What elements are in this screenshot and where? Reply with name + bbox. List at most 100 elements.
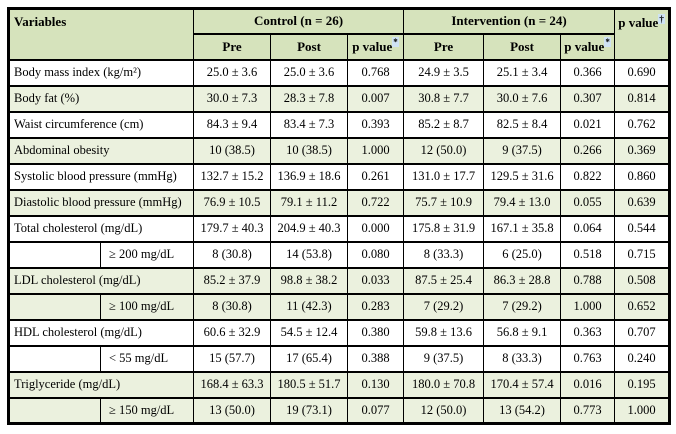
cell-value: 0.064 <box>560 214 616 243</box>
cell-value: 0.814 <box>614 84 671 113</box>
cell-value: 0.773 <box>560 396 616 425</box>
cell-value: 0.366 <box>560 58 616 87</box>
cell-value: 175.8 ± 31.9 <box>403 214 485 243</box>
cell-value: 30.8 ± 7.7 <box>403 84 485 113</box>
cell-value: 8 (33.3) <box>483 344 562 373</box>
table-row: LDL cholesterol (mg/dL) 85.2 ± 37.9 98.8 ±… <box>8 266 671 295</box>
intervention-group-header: Intervention (n = 24) <box>403 7 616 35</box>
cell-value: 13 (50.0) <box>193 396 271 425</box>
cell-value: 54.5 ± 12.4 <box>270 318 348 347</box>
cell-value: 17 (65.4) <box>270 344 348 373</box>
control-post-header: Post <box>270 32 348 61</box>
cell-value: 0.518 <box>560 240 616 269</box>
cell-value: 87.5 ± 25.4 <box>403 266 485 295</box>
row-label-spacer <box>8 292 101 321</box>
cell-value: 86.3 ± 28.8 <box>483 266 562 295</box>
cell-value: 129.5 ± 31.6 <box>483 162 562 191</box>
cell-value: 13 (54.2) <box>483 396 562 425</box>
cell-value: 75.7 ± 10.9 <box>403 188 485 217</box>
cell-value: 12 (50.0) <box>403 136 485 165</box>
row-label: Triglyceride (mg/dL) <box>8 370 194 399</box>
cell-value: 14 (53.8) <box>270 240 348 269</box>
cell-value: 1.000 <box>346 136 405 165</box>
cell-value: 0.055 <box>560 188 616 217</box>
cell-value: 76.9 ± 10.5 <box>193 188 271 217</box>
cell-value: 0.007 <box>346 84 405 113</box>
table-row: HDL cholesterol (mg/dL) 60.6 ± 32.9 54.5 ±… <box>8 318 671 347</box>
cell-value: 0.195 <box>614 370 671 399</box>
intervention-p-value-header: p value* <box>560 32 616 61</box>
cell-value: 136.9 ± 18.6 <box>270 162 348 191</box>
cell-value: 0.860 <box>614 162 671 191</box>
cell-value: 15 (57.7) <box>193 344 271 373</box>
cell-value: 60.6 ± 32.9 <box>193 318 271 347</box>
table-row: Total cholesterol (mg/dL) 179.7 ± 40.3 204… <box>8 214 671 243</box>
table-row: Systolic blood pressure (mmHg) 132.7 ± 15… <box>8 162 671 191</box>
cell-value: 79.1 ± 11.2 <box>270 188 348 217</box>
cell-value: 0.388 <box>346 344 405 373</box>
table-row: Abdominal obesity 10 (38.5) 10 (38.5) 1.000… <box>8 136 671 165</box>
cell-value: 0.652 <box>614 292 671 321</box>
cell-value: 0.000 <box>346 214 405 243</box>
table-body: Body mass index (kg/m²) 25.0 ± 3.6 25.0 ± … <box>8 58 671 425</box>
row-sublabel: < 55 mg/dL <box>100 344 194 373</box>
cell-value: 170.4 ± 57.4 <box>483 370 562 399</box>
asterisk-superscript: * <box>604 37 611 48</box>
table-header: Variables Control (n = 26) Intervention … <box>8 7 671 61</box>
row-sublabel: ≥ 200 mg/dL <box>100 240 194 269</box>
cell-value: 25.1 ± 3.4 <box>483 58 562 87</box>
cell-value: 7 (29.2) <box>403 292 485 321</box>
variables-column-header: Variables <box>8 7 194 61</box>
cell-value: 167.1 ± 35.8 <box>483 214 562 243</box>
cell-value: 0.240 <box>614 344 671 373</box>
row-label-spacer <box>8 396 101 425</box>
cell-value: 9 (37.5) <box>403 344 485 373</box>
cell-value: 12 (50.0) <box>403 396 485 425</box>
cell-value: 0.544 <box>614 214 671 243</box>
cell-value: 0.363 <box>560 318 616 347</box>
cell-value: 0.508 <box>614 266 671 295</box>
table-row: ≥ 150 mg/dL 13 (50.0) 19 (73.1) 0.077 12 (50… <box>8 396 671 425</box>
cell-value: 0.307 <box>560 84 616 113</box>
cell-value: 0.283 <box>346 292 405 321</box>
cell-value: 59.8 ± 13.6 <box>403 318 485 347</box>
cell-value: 85.2 ± 8.7 <box>403 110 485 139</box>
cell-value: 0.261 <box>346 162 405 191</box>
cell-value: 180.0 ± 70.8 <box>403 370 485 399</box>
asterisk-superscript: * <box>392 37 399 48</box>
row-label: LDL cholesterol (mg/dL) <box>8 266 194 295</box>
cell-value: 82.5 ± 8.4 <box>483 110 562 139</box>
row-sublabel: ≥ 150 mg/dL <box>100 396 194 425</box>
cell-value: 83.4 ± 7.3 <box>270 110 348 139</box>
cell-value: 0.077 <box>346 396 405 425</box>
cell-value: 0.266 <box>560 136 616 165</box>
cell-value: 132.7 ± 15.2 <box>193 162 271 191</box>
row-label: Body fat (%) <box>8 84 194 113</box>
row-label: HDL cholesterol (mg/dL) <box>8 318 194 347</box>
row-label: Waist circumference (cm) <box>8 110 194 139</box>
cell-value: 0.080 <box>346 240 405 269</box>
cell-value: 0.639 <box>614 188 671 217</box>
cell-value: 179.7 ± 40.3 <box>193 214 271 243</box>
table-row: < 55 mg/dL 15 (57.7) 17 (65.4) 0.388 9 (37.5… <box>8 344 671 373</box>
cell-value: 0.690 <box>614 58 671 87</box>
cell-value: 180.5 ± 51.7 <box>270 370 348 399</box>
cell-value: 0.822 <box>560 162 616 191</box>
cell-value: 79.4 ± 13.0 <box>483 188 562 217</box>
table-row: Diastolic blood pressure (mmHg) 76.9 ± 10… <box>8 188 671 217</box>
cell-value: 30.0 ± 7.6 <box>483 84 562 113</box>
row-label-spacer <box>8 240 101 269</box>
cell-value: 0.722 <box>346 188 405 217</box>
cell-value: 131.0 ± 17.7 <box>403 162 485 191</box>
row-label: Diastolic blood pressure (mmHg) <box>8 188 194 217</box>
cell-value: 6 (25.0) <box>483 240 562 269</box>
table-row: Triglyceride (mg/dL) 168.4 ± 63.3 180.5 ± … <box>8 370 671 399</box>
control-pre-header: Pre <box>193 32 271 61</box>
cell-value: 10 (38.5) <box>270 136 348 165</box>
dagger-superscript: † <box>658 13 665 24</box>
cell-value: 0.380 <box>346 318 405 347</box>
row-label-spacer <box>8 344 101 373</box>
intervention-post-header: Post <box>483 32 562 61</box>
cell-value: 1.000 <box>614 396 671 425</box>
